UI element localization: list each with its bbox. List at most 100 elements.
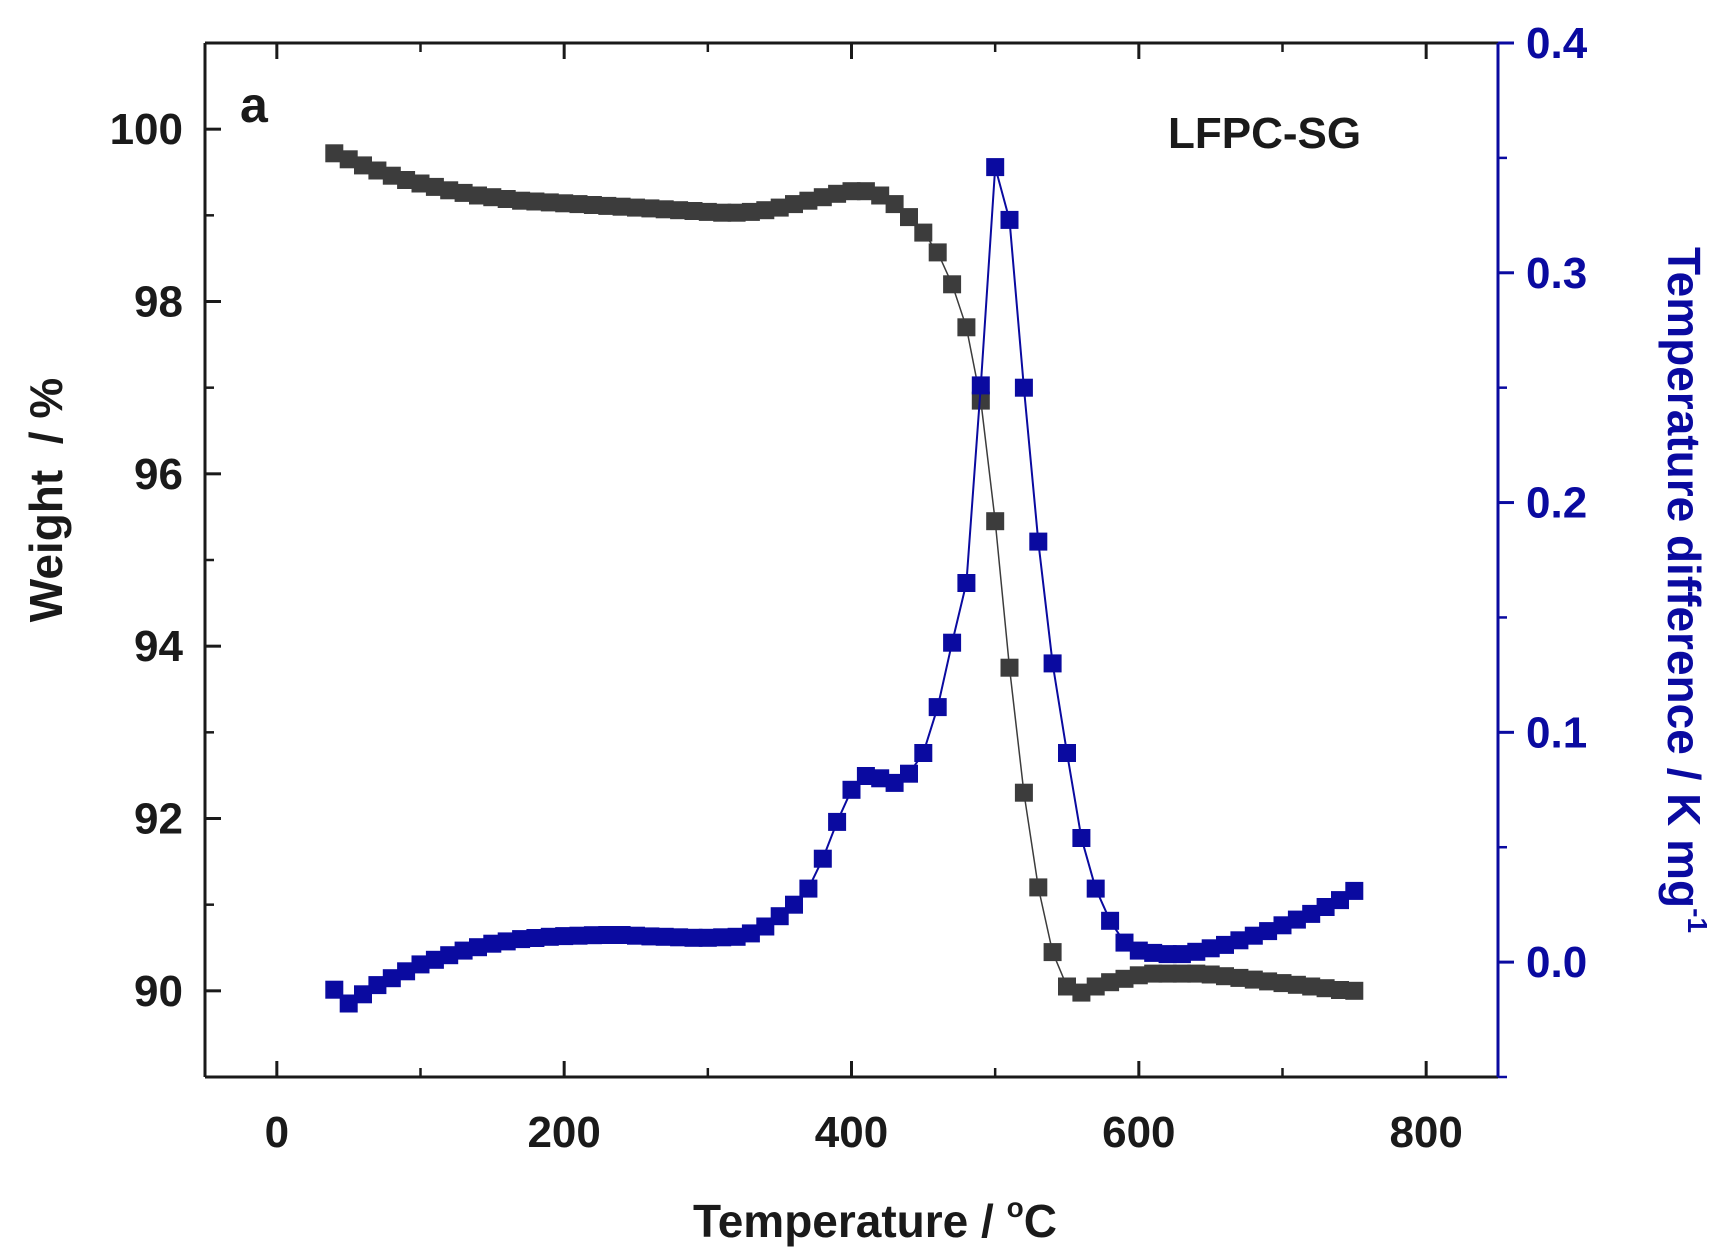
sample-annotation: LFPC-SG xyxy=(1168,109,1361,158)
data-point-weight xyxy=(425,177,444,196)
y-right-tick-label: 0.4 xyxy=(1526,19,1588,68)
data-point-weight xyxy=(612,197,631,216)
data-point-weight xyxy=(1345,981,1364,1000)
data-point-temperature-difference xyxy=(555,927,574,946)
data-point-weight xyxy=(928,243,947,262)
y-left-tick-label: 96 xyxy=(134,450,183,499)
data-point-temperature-difference xyxy=(842,780,861,799)
data-point-temperature-difference xyxy=(583,926,602,945)
data-point-weight xyxy=(555,194,574,213)
data-point-temperature-difference xyxy=(770,907,789,926)
data-point-weight xyxy=(684,202,703,220)
data-point-weight xyxy=(1172,964,1191,983)
data-point-temperature-difference xyxy=(684,928,703,947)
data-point-temperature-difference xyxy=(799,879,818,898)
panel-letter: a xyxy=(240,77,269,133)
data-point-temperature-difference xyxy=(943,633,962,652)
data-point-weight xyxy=(469,186,487,205)
data-point-weight xyxy=(1072,983,1091,1002)
data-point-temperature-difference xyxy=(411,955,430,974)
data-point-weight xyxy=(770,198,789,217)
data-point-temperature-difference xyxy=(1172,945,1191,964)
data-point-temperature-difference xyxy=(627,926,645,945)
data-point-temperature-difference xyxy=(1216,935,1234,954)
data-point-weight xyxy=(1144,964,1163,983)
data-point-temperature-difference xyxy=(856,767,875,785)
data-point-weight xyxy=(1287,975,1306,994)
data-point-temperature-difference xyxy=(986,158,1005,177)
data-point-weight xyxy=(1129,966,1148,985)
data-point-temperature-difference xyxy=(612,926,631,944)
data-point-weight xyxy=(842,182,861,201)
data-point-weight xyxy=(1273,974,1292,993)
data-point-weight xyxy=(1115,969,1134,988)
data-point-temperature-difference xyxy=(483,934,502,953)
axis-ticks xyxy=(205,41,1514,1079)
data-point-temperature-difference xyxy=(368,976,387,995)
data-point-weight xyxy=(325,144,344,163)
data-point-weight xyxy=(713,203,732,222)
data-point-temperature-difference xyxy=(354,985,372,1004)
data-point-temperature-difference xyxy=(1201,939,1220,958)
data-point-temperature-difference xyxy=(1072,829,1091,847)
data-point-temperature-difference xyxy=(1029,532,1048,551)
data-point-weight xyxy=(971,391,990,410)
data-point-temperature-difference xyxy=(1345,881,1364,900)
data-point-temperature-difference xyxy=(971,376,990,395)
data-point-weight xyxy=(1058,977,1076,996)
data-point-weight xyxy=(354,156,372,175)
data-point-temperature-difference xyxy=(339,994,358,1013)
y-axis-right-title: Temperature difference / K mg-1 xyxy=(1658,247,1713,933)
data-point-temperature-difference xyxy=(785,895,803,914)
data-point-weight xyxy=(871,186,890,205)
data-point-weight xyxy=(785,195,803,214)
data-point-temperature-difference xyxy=(1187,942,1206,961)
x-tick-label: 800 xyxy=(1389,1108,1462,1157)
y-right-tick-label: 0.3 xyxy=(1526,249,1587,298)
data-point-weight xyxy=(986,512,1005,531)
y-axis-right-title-main: Temperature difference / K mg xyxy=(1658,247,1710,908)
data-point-temperature-difference xyxy=(1000,210,1019,229)
data-point-temperature-difference xyxy=(1331,891,1349,910)
data-point-temperature-difference xyxy=(727,927,746,946)
series-temperature-difference xyxy=(325,158,1364,1013)
series-weight xyxy=(325,144,1364,1002)
data-point-temperature-difference xyxy=(469,938,487,957)
y-right-tick-label: 0.1 xyxy=(1526,708,1587,757)
data-point-temperature-difference xyxy=(1101,911,1120,930)
data-point-temperature-difference xyxy=(569,926,588,945)
data-point-temperature-difference xyxy=(512,930,531,949)
data-point-weight xyxy=(583,196,602,214)
data-point-weight xyxy=(1014,783,1033,802)
y-left-tick-label: 100 xyxy=(110,105,183,154)
data-point-temperature-difference xyxy=(1014,378,1033,397)
x-axis-title-prefix: Temperature / xyxy=(693,1195,1007,1247)
data-point-temperature-difference xyxy=(1316,898,1335,916)
data-point-temperature-difference xyxy=(1230,931,1249,950)
data-point-weight xyxy=(411,174,430,193)
data-point-temperature-difference xyxy=(1058,744,1076,762)
data-point-weight xyxy=(1201,965,1220,984)
data-point-weight xyxy=(655,200,674,219)
data-point-temperature-difference xyxy=(397,962,416,981)
data-point-weight xyxy=(828,184,847,203)
series-line-temperature-difference xyxy=(333,166,1355,1005)
data-point-weight xyxy=(1158,964,1177,983)
data-point-temperature-difference xyxy=(1144,943,1163,962)
data-point-weight xyxy=(483,188,502,207)
data-point-weight xyxy=(900,208,918,227)
data-point-temperature-difference xyxy=(425,950,444,969)
data-point-temperature-difference xyxy=(1302,904,1321,923)
data-point-weight xyxy=(1244,970,1263,989)
data-point-temperature-difference xyxy=(928,698,947,717)
data-point-weight xyxy=(1086,977,1105,996)
data-point-weight xyxy=(698,202,717,221)
data-point-weight xyxy=(641,199,660,218)
data-point-weight xyxy=(1187,964,1206,983)
data-point-temperature-difference xyxy=(1158,945,1177,964)
data-point-weight xyxy=(368,161,387,180)
data-point-weight xyxy=(1029,878,1048,897)
data-point-temperature-difference xyxy=(440,946,459,965)
data-point-temperature-difference xyxy=(497,932,516,951)
